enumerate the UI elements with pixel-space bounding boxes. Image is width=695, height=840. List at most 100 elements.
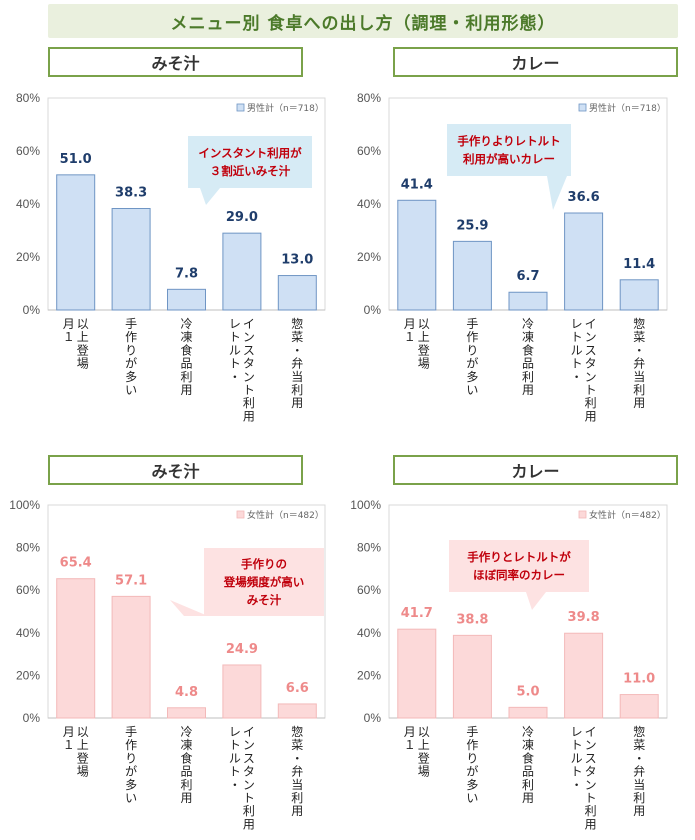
category-label-char: 菜 xyxy=(291,330,303,344)
category-label-char: い xyxy=(125,791,137,805)
y-tick-label: 60% xyxy=(16,583,40,597)
category-label-char: 用 xyxy=(243,817,255,831)
bar xyxy=(111,208,151,311)
category-label-char: 場 xyxy=(418,357,430,371)
category-label-char: ト xyxy=(229,357,241,371)
category-label-char: 食 xyxy=(522,342,534,357)
category-label-char: ン xyxy=(585,778,597,792)
category-label-char: 惣 xyxy=(291,316,303,331)
y-tick-label: 80% xyxy=(16,91,40,105)
category-label-char: 場 xyxy=(418,765,430,779)
category-label-char: り xyxy=(466,751,478,765)
bar xyxy=(56,578,96,719)
category-label-char: 用 xyxy=(585,409,597,423)
category-label-char: ト xyxy=(571,765,583,779)
y-tick-label: 100% xyxy=(350,498,381,512)
category-label-char: ン xyxy=(585,738,597,752)
y-tick-label: 20% xyxy=(357,668,381,682)
legend-label: 男性計（n＝718） xyxy=(247,102,324,114)
category-label-char: ン xyxy=(243,738,255,752)
category-label-char: 当 xyxy=(633,778,645,792)
category-label-char: 利 xyxy=(585,804,597,818)
y-tick-label: 20% xyxy=(357,250,381,264)
panel-title-female-miso: みそ汁 xyxy=(48,455,303,485)
annotation-text: 登場頻度が高い xyxy=(223,575,305,589)
legend-swatch xyxy=(236,510,245,519)
category-label-char: 上 xyxy=(77,738,89,752)
category-label-char: 以 xyxy=(418,317,430,331)
category-label-char: 多 xyxy=(466,778,478,792)
category-label-char: 弁 xyxy=(291,356,303,371)
category-label-char: ト xyxy=(243,383,255,397)
category-label-char: タ xyxy=(243,357,255,371)
category-label-char: 以 xyxy=(77,725,89,739)
y-tick-label: 80% xyxy=(357,541,381,555)
category-label-char: 用 xyxy=(522,791,534,805)
bar xyxy=(277,275,317,311)
category-label-char: 利 xyxy=(522,370,534,384)
y-tick-label: 0% xyxy=(23,711,41,725)
bar xyxy=(397,199,437,311)
category-label-char: が xyxy=(466,764,478,779)
annotation-text: ほぼ同率のカレー xyxy=(473,568,565,582)
category-label-char: ン xyxy=(585,330,597,344)
category-label-char: ス xyxy=(585,751,597,765)
value-label: 29.0 xyxy=(226,210,258,225)
category-label-char: 当 xyxy=(291,370,303,384)
value-label: 5.0 xyxy=(516,684,539,699)
value-label: 6.7 xyxy=(516,269,539,284)
category-label-char: 利 xyxy=(180,370,192,384)
category-label-char: ト xyxy=(571,330,583,344)
category-label-char: タ xyxy=(243,765,255,779)
category-label-char: 利 xyxy=(291,791,303,805)
annotation-text: 手作りとレトルトが xyxy=(467,550,571,564)
category-label-char: 凍 xyxy=(522,738,534,752)
category-label-char: 上 xyxy=(418,330,430,344)
bar xyxy=(619,279,659,311)
category-label-char: ・ xyxy=(633,343,645,357)
annotation-text: みそ汁 xyxy=(247,593,282,607)
y-tick-label: 40% xyxy=(357,626,381,640)
category-label-char: い xyxy=(466,791,478,805)
category-label-char: 月 xyxy=(404,317,416,331)
category-label-char: ン xyxy=(243,330,255,344)
category-label-char: 冷 xyxy=(522,725,534,739)
category-label-char: 利 xyxy=(243,396,255,410)
category-label-char: ・ xyxy=(291,751,303,765)
category-label-char: 登 xyxy=(418,750,430,765)
category-label-char: ス xyxy=(585,343,597,357)
category-label-char: が xyxy=(466,356,478,371)
category-label-char: ・ xyxy=(229,370,241,384)
y-tick-label: 60% xyxy=(357,144,381,158)
annotation-text: 手作りよりレトルト xyxy=(457,134,560,148)
category-label-char: 月 xyxy=(63,725,75,739)
category-label-char: １ xyxy=(63,330,75,344)
category-label-char: 作 xyxy=(466,330,478,344)
category-label-char: 手 xyxy=(466,317,478,331)
category-label-char: 凍 xyxy=(522,330,534,344)
category-label-char: り xyxy=(466,343,478,357)
category-label-char: ン xyxy=(243,778,255,792)
category-label-char: 用 xyxy=(522,383,534,397)
category-label-char: ン xyxy=(243,370,255,384)
legend-label: 女性計（n＝482） xyxy=(589,509,666,521)
category-label-char: 利 xyxy=(291,383,303,397)
category-label-char: レ xyxy=(571,725,583,739)
category-label-char: タ xyxy=(585,357,597,371)
category-label-char: 菜 xyxy=(633,330,645,344)
category-label-char: 品 xyxy=(180,765,192,779)
category-label-char: 登 xyxy=(77,342,89,357)
category-label-char: が xyxy=(125,764,137,779)
category-label-char: 菜 xyxy=(291,738,303,752)
category-label-char: 用 xyxy=(291,396,303,410)
bar xyxy=(508,706,548,719)
category-label-char: 凍 xyxy=(180,738,192,752)
category-label-char: 手 xyxy=(125,317,137,331)
value-label: 13.0 xyxy=(281,253,313,268)
